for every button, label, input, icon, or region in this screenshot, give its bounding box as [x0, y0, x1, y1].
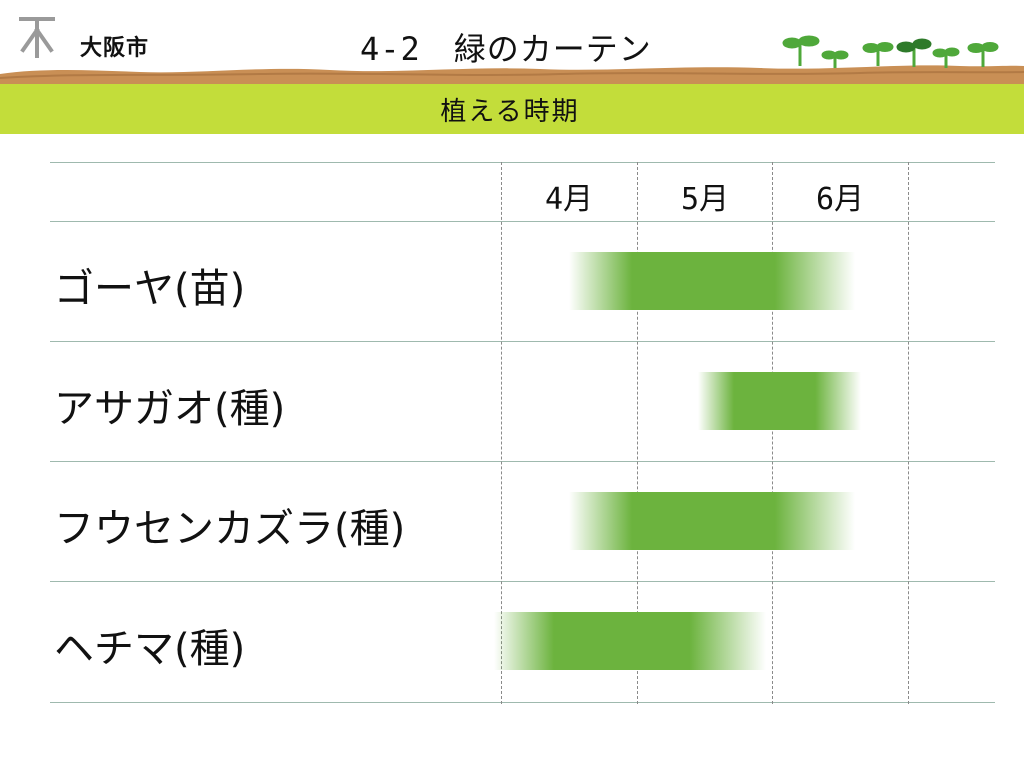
plant-label-asagao: アサガオ(種) [54, 386, 286, 432]
planting-period-bar [698, 372, 862, 430]
section-label: 植える時期 [440, 96, 580, 127]
table-rule [50, 581, 995, 582]
month-divider [908, 162, 909, 704]
slide-title: 4-2 緑のカーテン [360, 30, 652, 68]
plant-label-goya: ゴーヤ(苗) [54, 266, 246, 312]
table-rule [50, 221, 995, 222]
table-rule [50, 162, 995, 163]
table-rule [50, 341, 995, 342]
month-divider [637, 162, 638, 704]
month-header-may: 5月 [680, 182, 730, 217]
month-divider [501, 162, 502, 704]
plant-label-fusenkazura: フウセンカズラ(種) [54, 506, 406, 552]
plant-label-hechima: ヘチマ(種) [54, 626, 246, 672]
city-name: 大阪市 [80, 36, 150, 61]
table-rule [50, 702, 995, 703]
osaka-city-emblem-icon [19, 17, 55, 58]
planting-period-bar [569, 492, 855, 550]
sprouts-icon [782, 35, 999, 68]
ground-strip [0, 65, 1024, 86]
month-divider [772, 162, 773, 704]
planting-schedule: 4月 5月 6月 ゴーヤ(苗) アサガオ(種) フウセンカズラ(種) ヘチマ(種… [50, 162, 995, 704]
section-band: 植える時期 [0, 84, 1024, 134]
slide-header: 大阪市 4-2 緑のカーテン [0, 0, 1024, 134]
planting-period-bar [569, 252, 855, 310]
table-rule [50, 461, 995, 462]
planting-period-bar [494, 612, 767, 670]
month-header-june: 6月 [815, 182, 865, 217]
month-header-april: 4月 [544, 182, 594, 217]
